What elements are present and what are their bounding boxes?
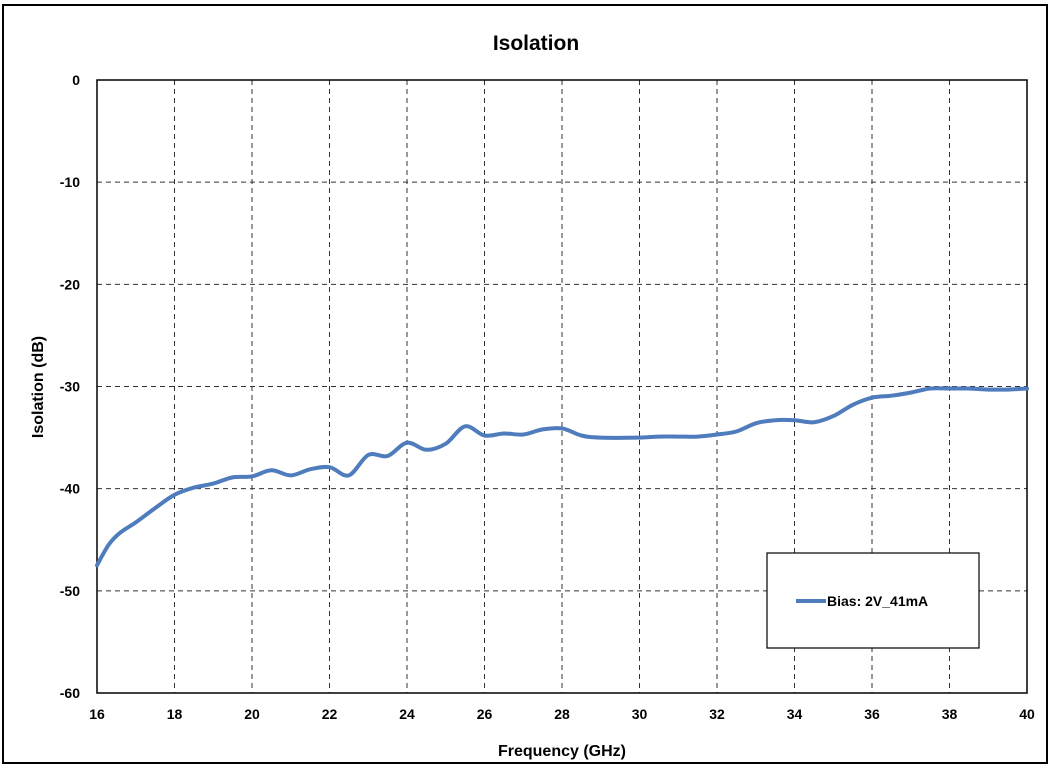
x-tick-label: 32 — [709, 706, 725, 722]
y-tick-label: -10 — [60, 174, 80, 190]
x-tick-label: 36 — [864, 706, 880, 722]
legend-label: Bias: 2V_41mA — [827, 593, 928, 609]
y-axis-title: Isolation (dB) — [30, 336, 47, 438]
x-tick-label: 20 — [244, 706, 260, 722]
y-tick-label: -60 — [60, 685, 80, 701]
x-tick-label: 34 — [787, 706, 803, 722]
x-tick-label: 26 — [477, 706, 493, 722]
plot-area — [96, 79, 1028, 694]
x-tick-label: 22 — [322, 706, 338, 722]
y-tick-label: -20 — [60, 276, 80, 292]
x-axis-ticks: 16 18 20 22 24 26 28 30 32 34 36 38 40 — [89, 706, 1035, 722]
x-tick-label: 24 — [399, 706, 415, 722]
series-line — [95, 386, 1029, 568]
x-tick-label: 38 — [942, 706, 958, 722]
x-tick-label: 28 — [554, 706, 570, 722]
x-tick-label: 40 — [1019, 706, 1035, 722]
y-tick-label: -50 — [60, 583, 80, 599]
y-tick-label: -30 — [60, 379, 80, 395]
y-tick-label: 0 — [72, 72, 80, 88]
x-tick-label: 30 — [632, 706, 648, 722]
legend: Bias: 2V_41mA — [766, 552, 980, 649]
chart-title: Isolation — [493, 32, 579, 55]
x-tick-label: 18 — [167, 706, 183, 722]
gridlines — [97, 80, 1027, 693]
y-tick-label: -40 — [60, 481, 80, 497]
x-axis-title: Frequency (GHz) — [498, 743, 626, 760]
x-tick-label: 16 — [89, 706, 105, 722]
y-axis-ticks: 0 -10 -20 -30 -40 -50 -60 — [60, 72, 80, 701]
